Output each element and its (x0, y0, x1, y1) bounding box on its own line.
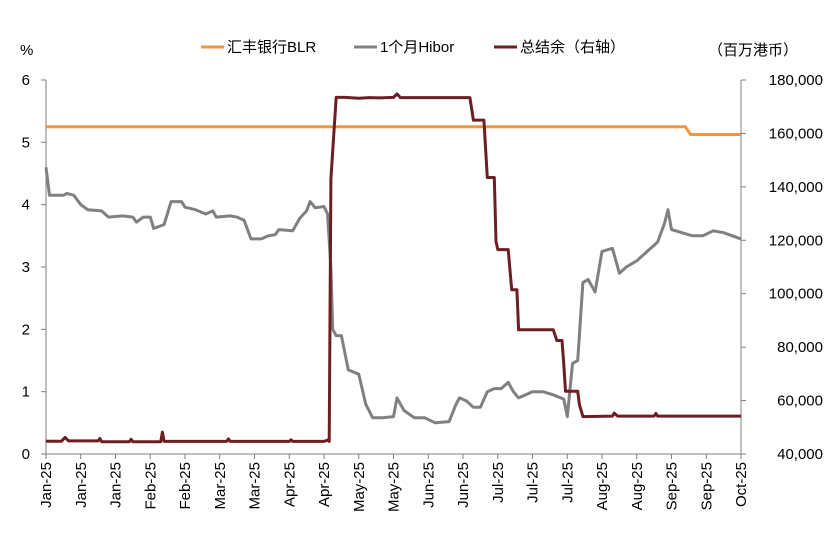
x-tick-label: Mar-25 (247, 462, 264, 510)
x-tick-label: Oct-25 (733, 462, 750, 507)
x-tick-label: Sep-25 (698, 462, 715, 510)
legend-item-blr: 汇丰银行BLR (201, 39, 316, 56)
x-tick-label: Apr-25 (281, 462, 298, 507)
right-tick-label: 180,000 (769, 72, 823, 89)
x-tick-label: Apr-25 (316, 462, 333, 507)
x-tick-label: Feb-25 (177, 462, 194, 510)
blr-line (46, 125, 741, 136)
legend-label-balance: 总结余（右轴） (520, 38, 625, 56)
x-tick-label: Jun-25 (420, 462, 437, 508)
legend-label-blr: 汇丰银行BLR (227, 39, 316, 56)
x-tick-label: Jul-25 (559, 462, 576, 503)
x-tick-label: Jul-25 (490, 462, 507, 503)
x-tick-label: Aug-25 (594, 462, 611, 510)
left-tick-label: 0 (22, 446, 30, 463)
left-axis-ticks: 0 1 2 3 4 5 6 (22, 72, 46, 463)
left-tick-label: 4 (22, 197, 30, 214)
x-tick-label: Feb-25 (142, 462, 159, 510)
right-tick-label: 100,000 (769, 286, 823, 303)
x-tick-label: Jan-25 (73, 462, 90, 508)
x-tick-label: May-25 (386, 462, 403, 512)
left-tick-label: 2 (22, 321, 30, 338)
right-axis-unit-label: （百万港币） (708, 42, 798, 59)
total-balance-line (46, 92, 741, 444)
plot-lines (44, 92, 742, 444)
x-tick-label: May-25 (351, 462, 368, 512)
legend-item-balance: 总结余（右轴） (494, 38, 625, 56)
x-tick-label: Jan-25 (108, 462, 125, 508)
left-tick-label: 5 (22, 134, 30, 151)
right-axis-ticks: 40,000 60,000 80,000 100,000 120,000 140,000 1… (741, 72, 823, 463)
x-tick-label: Jul-25 (525, 462, 542, 503)
legend: 汇丰银行BLR 1个月Hibor 总结余（右轴） (201, 38, 625, 56)
right-tick-label: 120,000 (769, 232, 823, 249)
x-axis-ticks: Jan-25 Jan-25 Jan-25 Feb-25 Feb-25 Mar-25 Mar-… (38, 454, 750, 512)
axes (45, 80, 742, 455)
left-tick-label: 6 (22, 72, 30, 89)
right-tick-label: 60,000 (777, 393, 823, 410)
right-tick-label: 140,000 (769, 179, 823, 196)
hibor-line (44, 167, 742, 425)
right-tick-label: 160,000 (769, 125, 823, 142)
right-tick-label: 80,000 (777, 339, 823, 356)
x-tick-label: Sep-25 (664, 462, 681, 510)
right-tick-label: 40,000 (777, 446, 823, 463)
x-tick-label: Aug-25 (629, 462, 646, 510)
left-tick-label: 3 (22, 259, 30, 276)
x-tick-label: Jan-25 (38, 462, 55, 508)
x-tick-label: Jun-25 (455, 462, 472, 508)
legend-label-hibor: 1个月Hibor (380, 39, 454, 56)
left-tick-label: 1 (22, 384, 30, 401)
left-axis-unit-label: % (20, 42, 33, 59)
legend-item-hibor: 1个月Hibor (354, 39, 454, 56)
x-tick-label: Mar-25 (212, 462, 229, 510)
